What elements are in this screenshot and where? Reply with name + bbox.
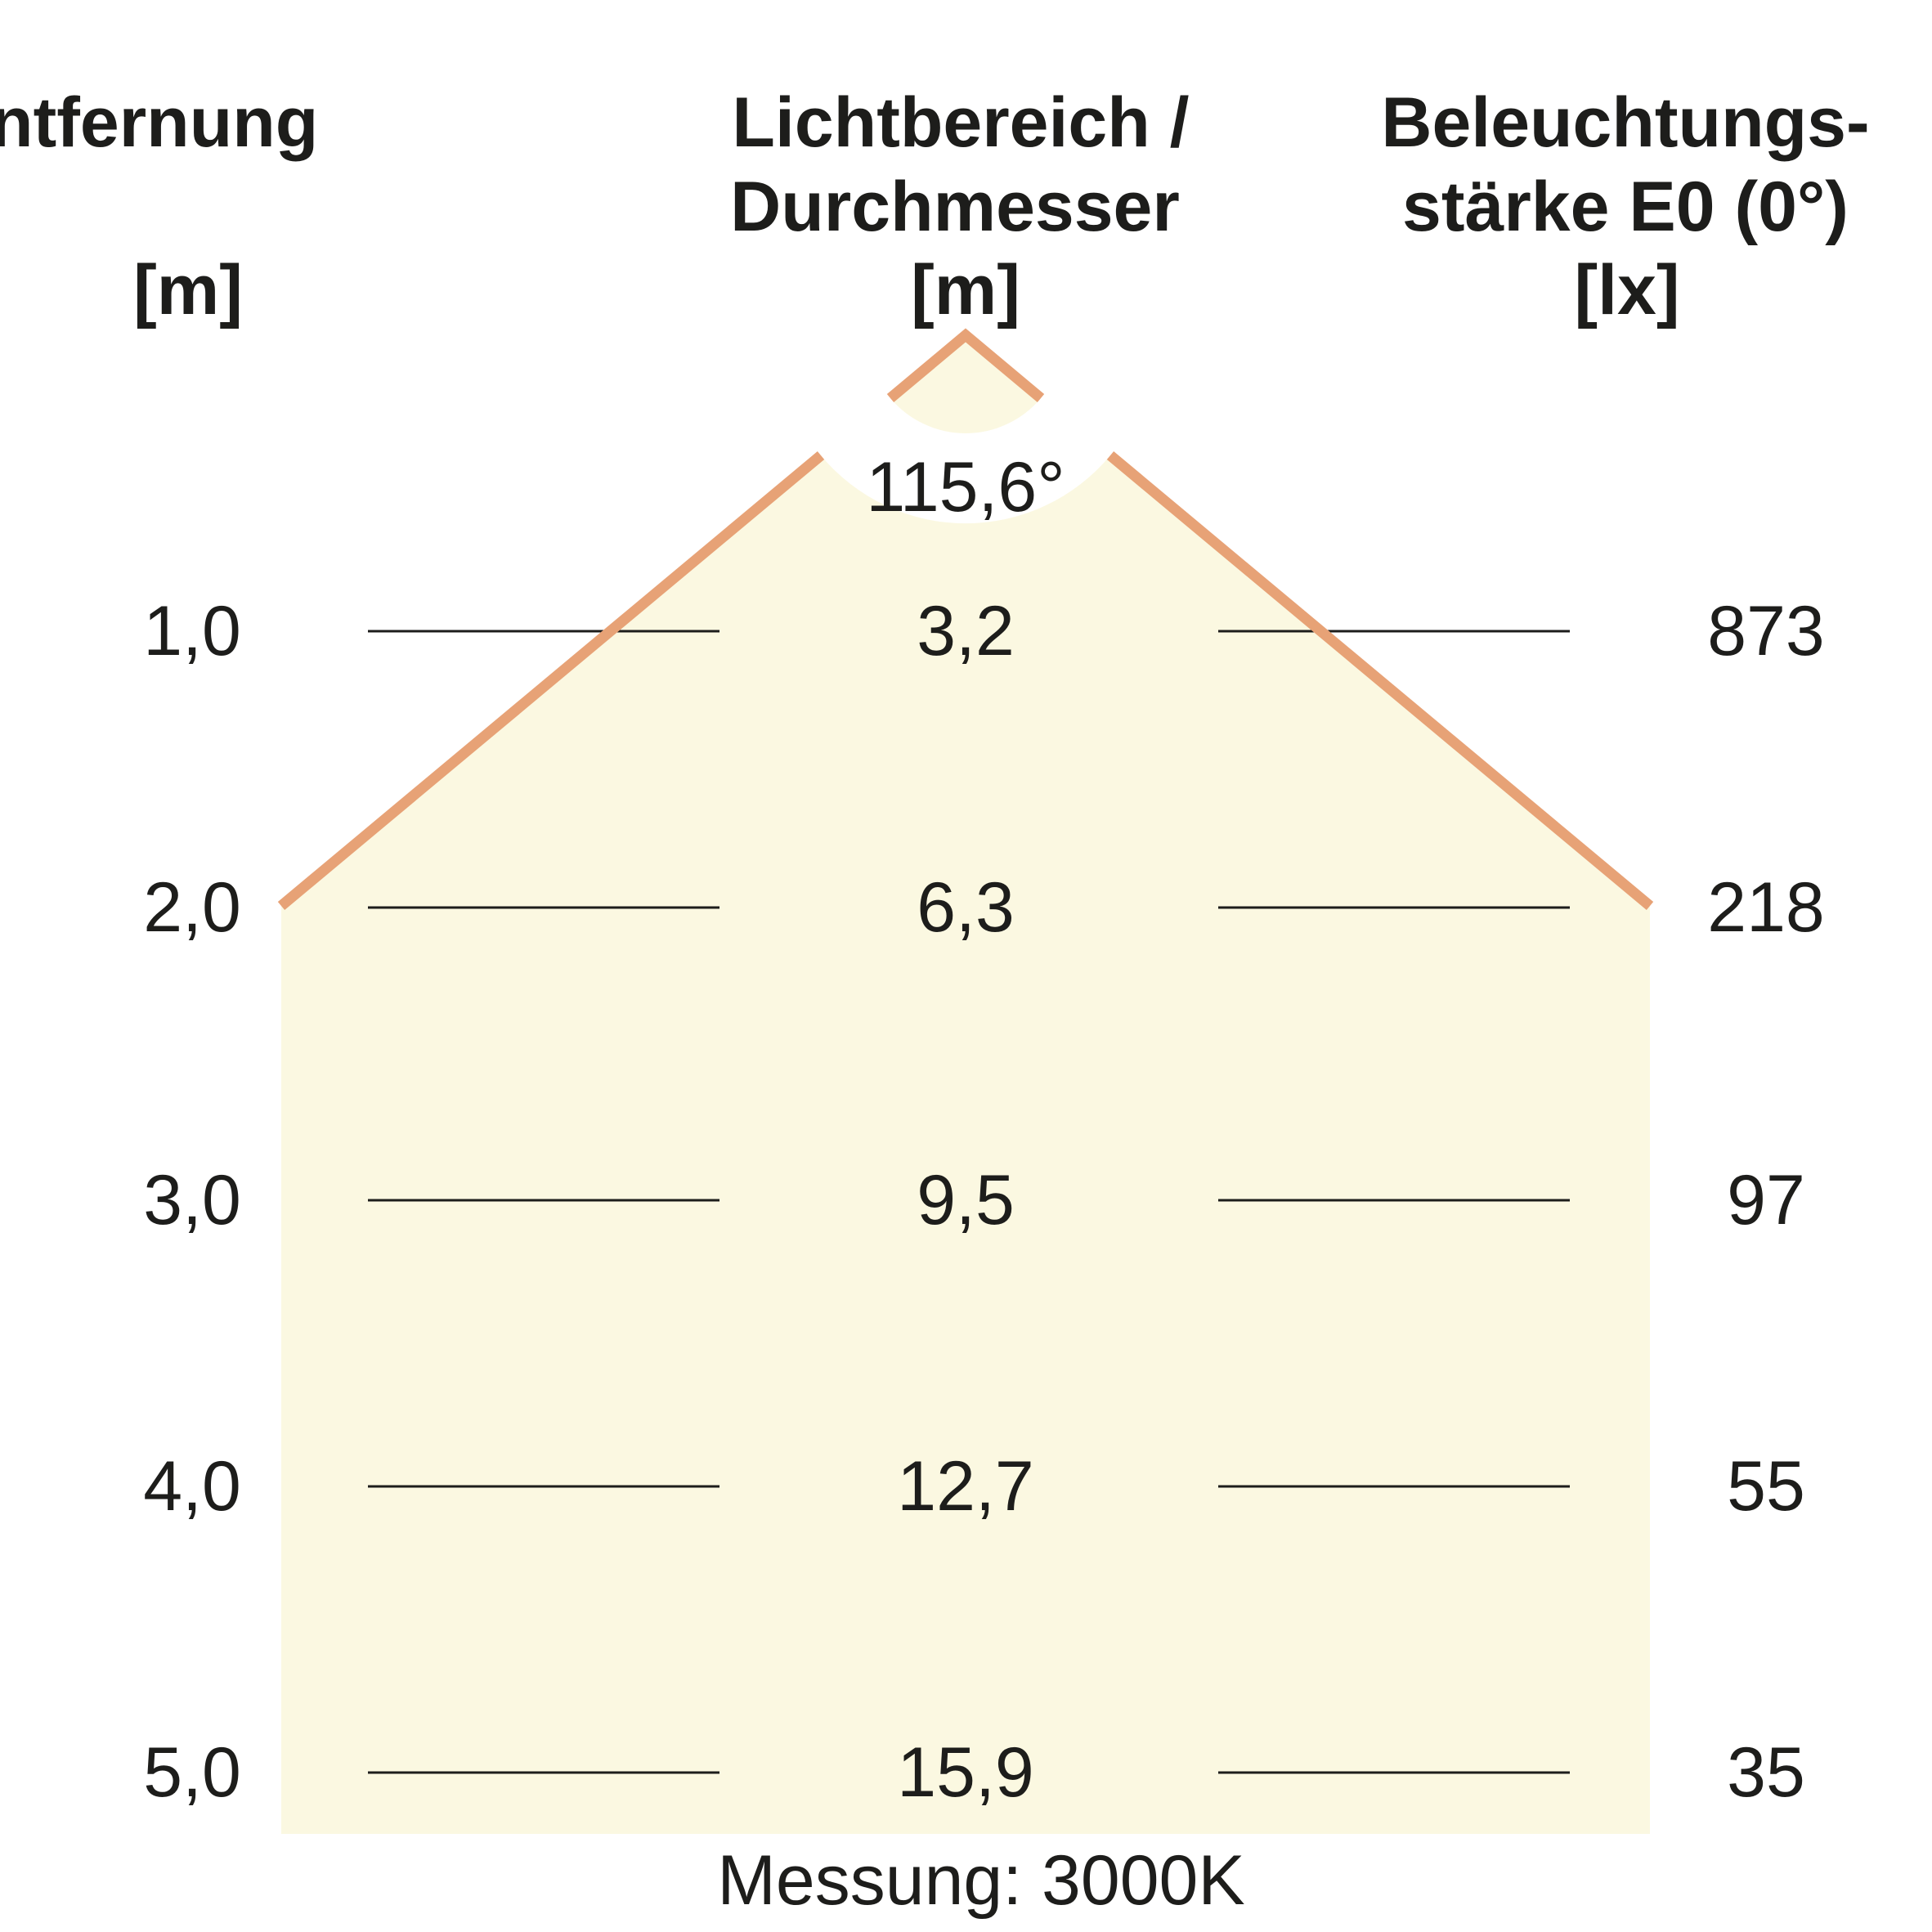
row-4-distance: 4,0: [143, 1447, 241, 1526]
row-1-illuminance: 873: [1707, 592, 1825, 670]
row-4-diameter: 12,7: [897, 1447, 1034, 1526]
beam-apex-wedge: [890, 335, 1041, 433]
header-illuminance-subtitle: stärke E0 (0°): [1402, 168, 1849, 246]
beam-apex-edge: [886, 328, 1045, 402]
header-illuminance-title: Beleuchtungs-: [1381, 83, 1870, 162]
row-2-illuminance: 218: [1707, 868, 1825, 947]
row-1-distance: 1,0: [143, 592, 241, 670]
row-2-distance: 2,0: [143, 868, 241, 947]
row-3-diameter: 9,5: [917, 1161, 1015, 1239]
row-5-diameter: 15,9: [897, 1733, 1034, 1812]
beam-body: [281, 455, 1650, 1834]
row-2-diameter: 6,3: [917, 868, 1015, 947]
beam-angle-label: 115,6°: [866, 448, 1065, 527]
header-distance-title: Entfernung: [0, 83, 319, 162]
row-5-distance: 5,0: [143, 1733, 241, 1812]
row-tick-lines: [368, 630, 1570, 1774]
header-diameter-title: Lichtbereich /: [732, 83, 1190, 162]
beam-edges: [277, 328, 1654, 910]
row-3-distance: 3,0: [143, 1161, 241, 1239]
row-5-illuminance: 35: [1727, 1733, 1805, 1812]
beam-left-edge: [277, 451, 825, 910]
header-distance-unit: [m]: [133, 251, 243, 329]
row-1-diameter: 3,2: [917, 592, 1015, 670]
header-diameter-subtitle: Durchmesser: [730, 168, 1180, 246]
header-illuminance-unit: [lx]: [1574, 251, 1680, 329]
row-4-illuminance: 55: [1727, 1447, 1805, 1526]
beam-right-edge: [1106, 451, 1654, 910]
row-3-illuminance: 97: [1727, 1161, 1805, 1239]
measurement-note: Messung: 3000K: [717, 1841, 1245, 1920]
header-diameter-unit: [m]: [911, 251, 1020, 329]
